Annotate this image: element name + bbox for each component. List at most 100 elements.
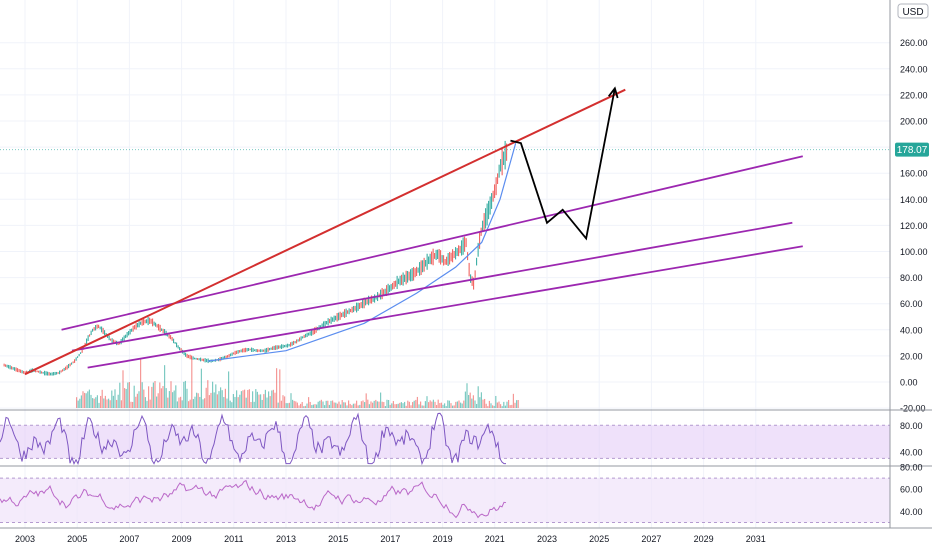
volume-bar bbox=[122, 370, 124, 408]
purple-trendline[interactable] bbox=[61, 155, 803, 331]
x-tick-label: 2005 bbox=[67, 534, 87, 544]
volume-bar bbox=[466, 383, 468, 408]
volume-bar bbox=[434, 401, 436, 408]
volume-bar bbox=[84, 392, 86, 408]
purple-trendline[interactable] bbox=[87, 245, 803, 369]
volume-bar bbox=[511, 404, 513, 408]
volume-bar bbox=[167, 397, 169, 408]
y-tick-label: 260.00 bbox=[900, 38, 928, 48]
volume-bar bbox=[156, 396, 158, 408]
volume-bar bbox=[117, 394, 119, 408]
volume-bar bbox=[378, 401, 380, 408]
volume-bar bbox=[389, 404, 391, 408]
volume-bar bbox=[96, 395, 98, 408]
y-tick-label: 140.00 bbox=[900, 195, 928, 205]
volume-bar bbox=[237, 397, 239, 408]
volume-bar bbox=[375, 399, 377, 408]
purple-trendline[interactable] bbox=[71, 221, 793, 352]
volume-bar bbox=[220, 387, 222, 408]
volume-bar bbox=[431, 401, 433, 408]
volume-bar bbox=[111, 390, 113, 408]
volume-bar bbox=[165, 388, 167, 408]
volume-bar bbox=[130, 401, 132, 408]
volume-bar bbox=[260, 394, 262, 408]
x-tick-label: 2015 bbox=[328, 534, 348, 544]
volume-bar bbox=[269, 396, 271, 408]
volume-bar bbox=[400, 402, 402, 408]
volume-bar bbox=[132, 401, 134, 408]
volume-bar bbox=[432, 399, 434, 408]
volume-bar bbox=[247, 389, 249, 408]
volume-bar bbox=[404, 401, 406, 408]
volume-bar bbox=[268, 391, 270, 408]
volume-bar bbox=[280, 400, 282, 408]
x-tick-label: 2025 bbox=[589, 534, 609, 544]
currency-label: USD bbox=[902, 7, 923, 18]
volume-bar bbox=[410, 405, 412, 408]
volume-bar bbox=[100, 395, 102, 408]
volume-bar bbox=[495, 395, 497, 408]
volume-bar bbox=[344, 402, 346, 408]
volume-bar bbox=[191, 358, 193, 408]
x-tick-label: 2019 bbox=[433, 534, 453, 544]
volume-bar bbox=[301, 401, 303, 408]
volume-bar bbox=[448, 400, 450, 408]
volume-bar bbox=[325, 400, 327, 408]
x-tick-label: 2007 bbox=[119, 534, 139, 544]
volume-bar bbox=[183, 381, 185, 408]
volume-bar bbox=[172, 392, 174, 408]
volume-bar bbox=[472, 395, 474, 408]
volume-bar bbox=[424, 401, 426, 408]
volume-bar bbox=[271, 390, 273, 408]
volume-bar bbox=[204, 398, 206, 408]
volume-bar bbox=[258, 394, 260, 408]
volume-bar bbox=[133, 385, 135, 408]
volume-bar bbox=[231, 402, 233, 408]
y-tick-label: 60.00 bbox=[900, 299, 923, 309]
volume-bar bbox=[469, 392, 471, 408]
volume-bar bbox=[397, 403, 399, 408]
volume-bar bbox=[212, 381, 214, 408]
volume-bar bbox=[461, 403, 463, 408]
volume-bar bbox=[368, 404, 370, 408]
volume-bar bbox=[200, 368, 202, 408]
volume-bar bbox=[199, 396, 201, 408]
volume-bar bbox=[80, 395, 82, 408]
volume-histogram bbox=[76, 357, 519, 408]
volume-bar bbox=[88, 389, 90, 408]
volume-bar bbox=[332, 400, 334, 408]
volume-bar bbox=[372, 402, 374, 408]
volume-bar bbox=[263, 394, 265, 408]
volume-bar bbox=[210, 392, 212, 408]
volume-bar bbox=[279, 369, 281, 408]
volume-bar bbox=[164, 365, 166, 408]
volume-bar bbox=[248, 389, 250, 408]
osc1-line bbox=[0, 412, 506, 466]
volume-bar bbox=[346, 405, 348, 408]
volume-bar bbox=[330, 400, 332, 408]
volume-bar bbox=[148, 386, 150, 408]
volume-bar bbox=[420, 401, 422, 408]
volume-bar bbox=[98, 402, 100, 408]
volume-bar bbox=[500, 404, 502, 408]
parabolic-curve bbox=[207, 143, 517, 362]
projection-path[interactable] bbox=[510, 88, 616, 241]
y-tick-label: 120.00 bbox=[900, 221, 928, 231]
volume-bar bbox=[468, 394, 470, 408]
volume-bar bbox=[92, 398, 94, 408]
volume-bar bbox=[447, 400, 449, 408]
red-trendline[interactable] bbox=[24, 88, 626, 376]
volume-bar bbox=[402, 403, 404, 408]
x-tick-label: 2027 bbox=[641, 534, 661, 544]
volume-bar bbox=[485, 403, 487, 408]
volume-bar bbox=[442, 404, 444, 408]
volume-bar bbox=[240, 391, 242, 408]
currency-badge[interactable]: USD bbox=[897, 3, 929, 19]
volume-bar bbox=[300, 403, 302, 408]
volume-bar bbox=[232, 394, 234, 408]
volume-bar bbox=[514, 402, 516, 408]
volume-bar bbox=[104, 395, 106, 408]
volume-bar bbox=[253, 401, 255, 408]
volume-bar bbox=[328, 404, 330, 408]
